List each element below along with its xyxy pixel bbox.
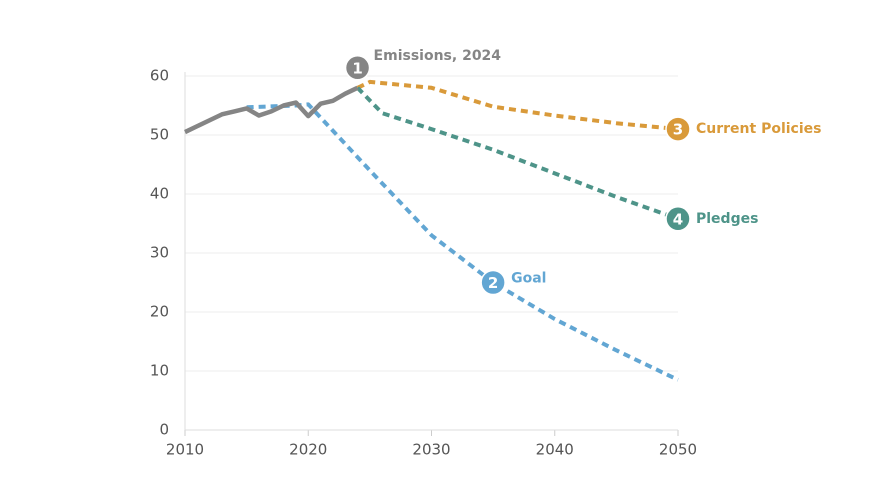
badge-number: 2: [488, 274, 498, 292]
series-label: Pledges: [696, 211, 758, 227]
series-line: [356, 79, 679, 132]
y-tick-label: 40: [150, 185, 169, 203]
y-tick-label: 0: [159, 421, 169, 439]
x-tick-label: 2050: [659, 441, 697, 459]
x-tick-label: 2020: [289, 441, 327, 459]
y-tick-label: 60: [150, 67, 169, 85]
badge-number: 1: [352, 59, 362, 77]
series-label: Goal: [511, 271, 546, 287]
x-tick-label: 2030: [412, 441, 450, 459]
series-label: Emissions, 2024: [374, 48, 502, 64]
badge: [344, 55, 371, 81]
series-label: Current Policies: [696, 121, 821, 137]
y-tick-label: 30: [150, 244, 169, 262]
y-tick-label: 10: [150, 362, 169, 380]
x-tick-label: 2040: [536, 441, 574, 459]
series-line: [356, 86, 679, 221]
series-line: [184, 85, 359, 135]
badge-number: 4: [673, 210, 683, 228]
y-tick-label: 50: [150, 126, 169, 144]
x-tick-label: 2010: [166, 441, 204, 459]
y-tick-label: 20: [150, 303, 169, 321]
badge: [665, 116, 691, 142]
badge: [480, 269, 506, 296]
badge: [665, 206, 691, 232]
series-line: [246, 102, 679, 382]
badge-number: 3: [673, 121, 683, 139]
